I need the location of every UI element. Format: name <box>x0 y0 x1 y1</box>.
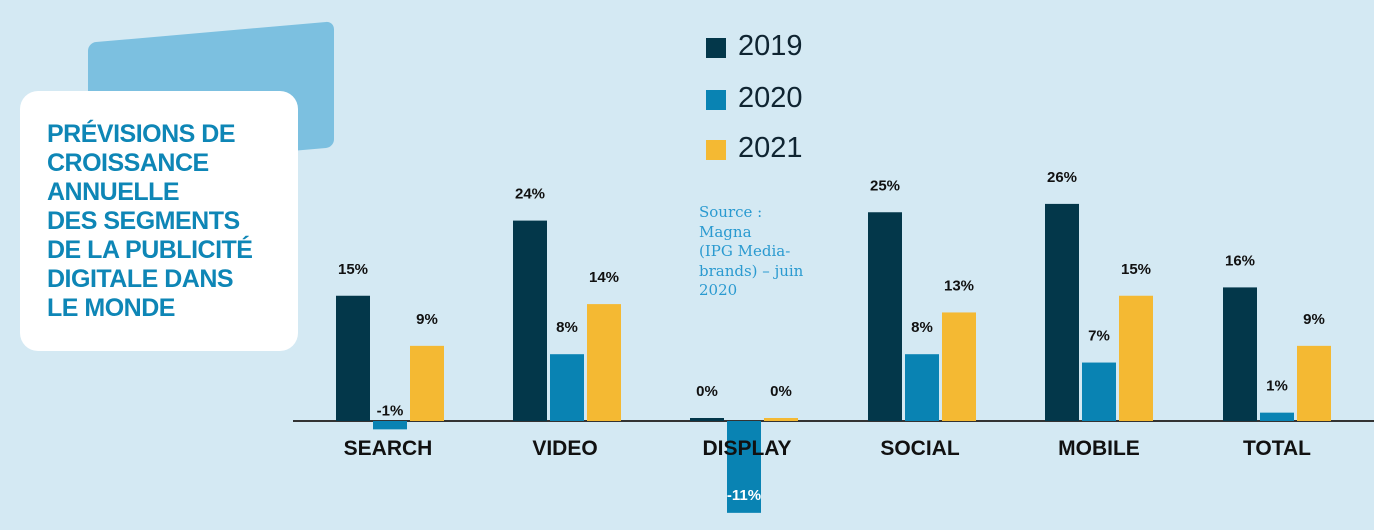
data-label-2020-display: -11% <box>727 487 761 504</box>
bar-2020-video <box>550 354 584 421</box>
bar-2021-mobile <box>1119 295 1153 421</box>
x-tick-label-social: SOCIAL <box>880 437 960 460</box>
bar-2021-total <box>1297 345 1331 421</box>
chart-title-line: LE MONDE <box>47 294 175 322</box>
bar-2021-social <box>942 312 976 421</box>
legend-label-2021: 2021 <box>738 132 803 164</box>
data-label-2020-total: 1% <box>1266 378 1288 395</box>
source-line: 2020 <box>699 281 738 299</box>
chart-title-line: DE LA PUBLICITÉ <box>47 236 253 264</box>
data-label-2020-social: 8% <box>911 319 933 336</box>
bar-2019-total <box>1223 287 1257 421</box>
data-label-2020-mobile: 7% <box>1088 328 1110 345</box>
data-label-2020-search: -1% <box>377 402 404 419</box>
bar-2020-total <box>1260 412 1294 421</box>
source-line: brands) – juin <box>699 261 804 280</box>
data-label-2021-display: 0% <box>770 383 792 400</box>
data-label-2021-mobile: 15% <box>1121 261 1151 278</box>
bar-2020-social <box>905 354 939 421</box>
bar-2021-search <box>410 345 444 421</box>
x-tick-label-total: TOTAL <box>1243 437 1311 460</box>
chart-title-line: PRÉVISIONS DE <box>47 120 236 148</box>
data-label-2021-search: 9% <box>416 311 438 328</box>
data-label-2019-total: 16% <box>1225 252 1255 269</box>
bar-2021-display <box>764 418 798 421</box>
source-line: Source : <box>699 203 763 221</box>
data-label-2019-social: 25% <box>870 177 900 194</box>
bar-2019-mobile <box>1045 203 1079 421</box>
chart-title-line: DES SEGMENTS <box>47 207 240 235</box>
legend-label-2019: 2019 <box>738 30 803 62</box>
bar-2020-mobile <box>1082 362 1116 421</box>
chart-title-line: ANNUELLE <box>47 178 180 206</box>
x-tick-label-mobile: MOBILE <box>1058 437 1140 460</box>
x-tick-label-display: DISPLAY <box>702 437 791 460</box>
chart-title-line: CROISSANCE <box>47 149 209 177</box>
x-tick-label-video: VIDEO <box>532 437 597 460</box>
bar-2020-search <box>373 421 407 430</box>
data-label-2019-video: 24% <box>515 186 545 203</box>
data-label-2019-search: 15% <box>338 261 368 278</box>
data-label-2021-social: 13% <box>944 277 974 294</box>
title-card <box>20 91 298 351</box>
data-label-2021-video: 14% <box>589 269 619 286</box>
chart-title: PRÉVISIONS DE CROISSANCE ANNUELLE DES SE… <box>47 120 292 323</box>
bar-2019-display <box>690 418 724 421</box>
bar-2019-search <box>336 295 370 421</box>
legend-swatch-2020 <box>706 90 726 110</box>
bar-2019-video <box>513 220 547 421</box>
legend-label-2020: 2020 <box>738 82 803 114</box>
source-note: Source : Magna (IPG Media- brands) – jui… <box>699 203 829 301</box>
bar-2020-display <box>727 421 761 513</box>
legend-swatch-2021 <box>706 140 726 160</box>
source-line: (IPG Media- <box>699 242 791 260</box>
source-line: Magna <box>699 222 752 241</box>
data-label-2019-mobile: 26% <box>1047 169 1077 186</box>
data-label-2019-display: 0% <box>696 383 718 400</box>
chart-title-line: DIGITALE DANS <box>47 265 234 293</box>
data-label-2020-video: 8% <box>556 319 578 336</box>
data-label-2021-total: 9% <box>1303 311 1325 328</box>
x-tick-label-search: SEARCH <box>344 437 433 460</box>
bar-2021-video <box>587 304 621 421</box>
bar-2019-social <box>868 212 902 421</box>
legend-swatch-2019 <box>706 38 726 58</box>
